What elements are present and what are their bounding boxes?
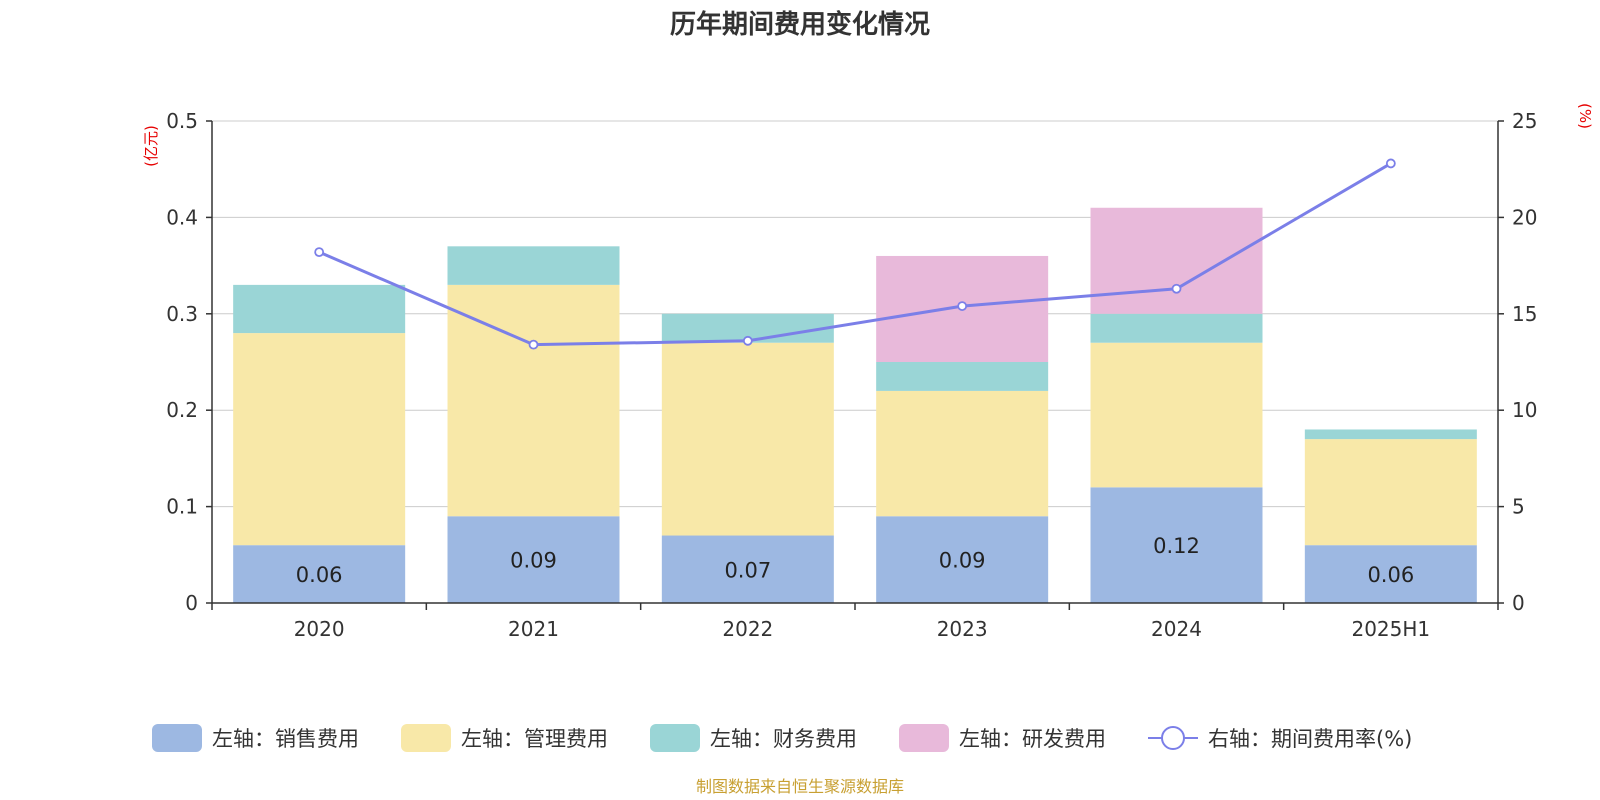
legend-swatch	[899, 724, 949, 752]
bar-segment	[661, 342, 834, 536]
rate-line	[314, 158, 1396, 350]
bar-segment	[447, 246, 620, 285]
bar-segment	[447, 516, 620, 603]
bar-segment	[1090, 207, 1263, 314]
right-axis-tick-label: 25	[1512, 109, 1537, 133]
rate-point	[742, 335, 753, 346]
bar-value-label: 0.09	[939, 549, 986, 573]
left-axis-tick-label: 0	[185, 591, 198, 615]
bar-segment	[447, 284, 620, 517]
axes: 0 0.1 0.2 0.3 0.4 0.5 0 5 10 15 20 25 2020 2021 2022 20…	[166, 109, 1537, 641]
left-axis-tick-label: 0.1	[166, 495, 198, 519]
legend-label: 左轴：销售费用	[212, 727, 359, 751]
grid-lines	[212, 120, 1498, 508]
x-axis-tick-label: 2025H1	[1351, 617, 1430, 641]
rate-point	[528, 339, 539, 350]
bar-segment	[876, 516, 1049, 603]
chart-title: 历年期间费用变化情况	[670, 9, 930, 40]
bar-segment	[876, 390, 1049, 517]
legend-label: 右轴：期间费用率(%)	[1208, 727, 1412, 751]
data-source: 制图数据来自恒生聚源数据库	[696, 777, 904, 796]
bar-value-label: 0.07	[724, 558, 771, 582]
bar-segment	[1304, 429, 1477, 440]
bar-value-label: 0.06	[1367, 563, 1414, 587]
legend-marker	[1161, 726, 1185, 750]
right-axis-tick-label: 0	[1512, 591, 1525, 615]
bar-segment	[661, 535, 834, 603]
legend-swatch	[650, 724, 700, 752]
left-axis-tick-label: 0.3	[166, 302, 198, 326]
right-axis-tick-label: 15	[1512, 302, 1537, 326]
bar-segment	[233, 284, 406, 334]
legend-swatch	[152, 724, 202, 752]
right-axis-tick-label: 5	[1512, 495, 1525, 519]
bar-segment	[1090, 342, 1263, 488]
legend-swatch	[401, 724, 451, 752]
bar-segment	[1304, 545, 1477, 603]
bars: 0.06 0.09 0.07 0.09 0.12 0.06	[233, 207, 1477, 603]
right-axis-unit: (%)	[1576, 103, 1594, 129]
bar-value-label: 0.06	[296, 563, 343, 587]
rate-point	[1171, 283, 1182, 294]
x-axis-tick-label: 2020	[294, 617, 345, 641]
legend-label: 左轴：管理费用	[461, 727, 608, 751]
bar-segment	[1090, 487, 1263, 603]
bar-segment	[233, 333, 406, 546]
right-axis-tick-label: 20	[1512, 205, 1537, 229]
legend-label: 左轴：财务费用	[710, 727, 857, 751]
bar-segment	[876, 362, 1049, 391]
rate-point	[957, 301, 968, 311]
bar-segment	[1304, 439, 1477, 546]
x-axis-tick-label: 2024	[1151, 617, 1202, 641]
rate-point	[314, 247, 325, 258]
x-axis-tick-label: 2022	[722, 617, 773, 641]
right-axis-tick-label: 10	[1512, 398, 1537, 422]
x-axis-tick-label: 2023	[937, 617, 988, 641]
rate-line-path	[318, 162, 1392, 347]
left-axis-tick-label: 0.2	[166, 398, 198, 422]
legend-label: 左轴：研发费用	[959, 727, 1106, 751]
bar-segment	[1090, 313, 1263, 343]
x-axis-tick-label: 2021	[508, 617, 559, 641]
bar-value-label: 0.09	[510, 549, 557, 573]
left-axis-tick-label: 0.4	[166, 205, 198, 229]
left-axis-unit: (亿元)	[142, 125, 160, 167]
bar-segment	[233, 545, 406, 603]
bar-value-label: 0.12	[1153, 534, 1200, 558]
legend: 左轴：销售费用 左轴：管理费用 左轴：财务费用 左轴：研发费用 右轴：期间费用率(%)	[152, 724, 1412, 752]
rate-point	[1385, 158, 1396, 169]
left-axis-tick-label: 0.5	[166, 109, 198, 133]
